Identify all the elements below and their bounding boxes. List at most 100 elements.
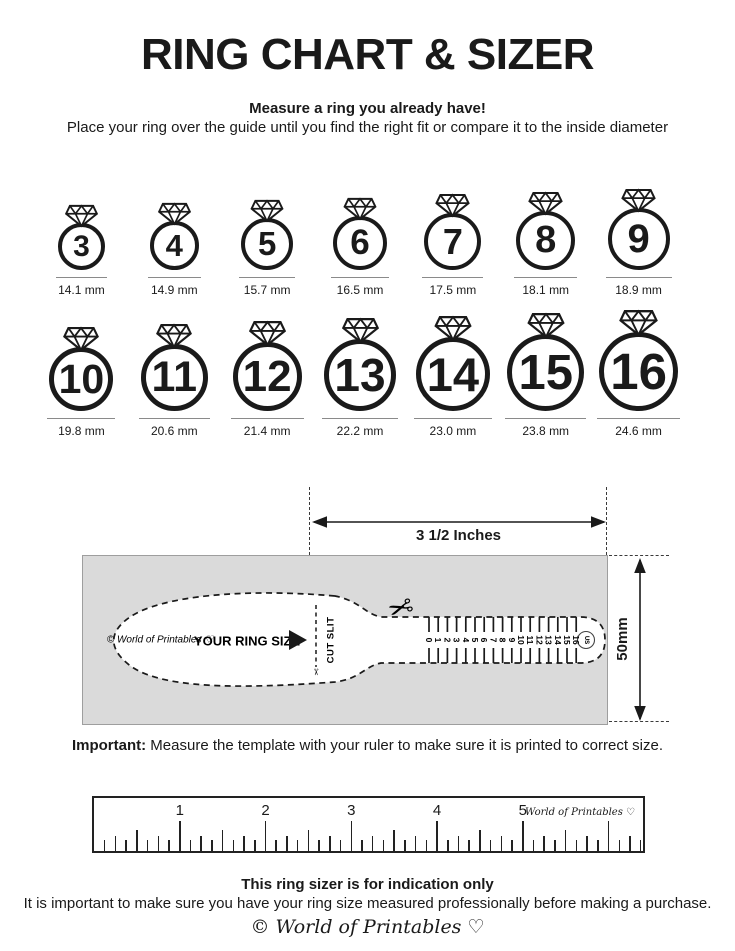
svg-text:3: 3 — [452, 638, 462, 643]
ring-diameter-label: 23.0 mm — [429, 424, 477, 438]
diamond-icon — [527, 312, 565, 339]
diamond-icon — [343, 197, 377, 221]
diamond-ring-icon: 14 — [415, 305, 490, 411]
footer-disclaimer-text: It is important to make sure you have yo… — [23, 895, 712, 912]
ring-size-item: 8 18.1 mm — [499, 182, 592, 297]
ring-size-item: 7 17.5 mm — [406, 182, 499, 297]
sizer-template-box: ✂ CUT SLIT ✂ © World of Printables ♡ YOU… — [82, 555, 608, 725]
ring-size-item: 14 23.0 mm — [406, 305, 499, 438]
width-measure-label: 3 1/2 Inches — [415, 527, 502, 544]
ring-size-item: 11 20.6 mm — [128, 305, 221, 438]
ring-size-item: 15 23.8 mm — [499, 305, 592, 438]
ruler-tick — [275, 840, 277, 851]
width-arrow-icon — [312, 516, 606, 528]
ring-underline — [505, 418, 587, 419]
ruler-tick — [607, 821, 610, 851]
ring-underline — [413, 418, 492, 419]
ruler-tick — [232, 840, 235, 851]
ring-underline — [239, 277, 296, 278]
svg-text:13: 13 — [544, 635, 554, 645]
svg-text:5: 5 — [470, 638, 480, 643]
ruler-tick — [575, 840, 578, 851]
ring-sizer-template: ✂ CUT SLIT ✂ © World of Printables ♡ YOU… — [107, 589, 606, 687]
ring-underline — [422, 277, 484, 278]
important-note: Important: Measure the template with you… — [0, 737, 735, 754]
sizer-outline — [113, 592, 606, 687]
diamond-icon — [435, 193, 471, 218]
ring-size-item: 5 15.7 mm — [221, 182, 314, 297]
ring-chart-row-2: 10 19.8 mm 11 20.6 mm 12 21.4 mm 13 — [35, 305, 685, 438]
ring-diameter-label: 14.9 mm — [150, 283, 198, 297]
ring-size-number: 13 — [324, 339, 396, 411]
ring-underline — [605, 277, 672, 278]
ring-underline — [597, 418, 681, 419]
svg-text:2: 2 — [442, 638, 452, 643]
height-arrow-icon — [634, 558, 646, 721]
ruler-tick — [457, 836, 460, 851]
ruler-tick — [200, 836, 202, 851]
ruler-number: 2 — [261, 802, 270, 819]
diamond-icon — [157, 202, 191, 226]
ring-diameter-label: 16.5 mm — [336, 283, 384, 297]
ring-size-number: 4 — [149, 221, 199, 270]
ring-size-number: 8 — [516, 211, 576, 270]
ruler-tick — [479, 830, 481, 851]
diamond-icon — [341, 317, 379, 344]
ring-size-item: 10 19.8 mm — [35, 305, 128, 438]
diamond-icon — [63, 326, 100, 352]
ruler-number: 4 — [432, 802, 442, 819]
diamond-ring-icon: 13 — [324, 305, 396, 411]
ring-size-item: 16 24.6 mm — [592, 305, 685, 438]
ring-size-item: 4 14.9 mm — [128, 182, 221, 297]
ruler-tick — [564, 830, 567, 851]
ruler-tick — [554, 840, 556, 851]
ruler-tick — [125, 840, 127, 851]
ring-size-scale: 0 1 2 3 4 5 6 — [424, 617, 581, 663]
ruler-tick — [597, 840, 599, 851]
ruler-tick — [296, 840, 299, 851]
ring-size-number: 5 — [241, 218, 294, 270]
diamond-icon — [434, 315, 472, 342]
svg-text:9: 9 — [507, 638, 517, 643]
diamond-ring-icon: 5 — [241, 182, 294, 270]
ring-underline — [138, 418, 210, 419]
diamond-icon — [621, 188, 656, 213]
ruler-tick — [339, 840, 342, 851]
diamond-icon — [250, 199, 284, 223]
ring-size-number: 15 — [507, 334, 585, 411]
page-title: RING CHART & SIZER — [141, 30, 595, 79]
ring-underline — [230, 418, 304, 419]
diamond-icon — [248, 320, 286, 347]
ruler-tick — [468, 840, 470, 851]
ring-diameter-label: 17.5 mm — [429, 283, 477, 297]
svg-text:1: 1 — [433, 638, 443, 643]
ruler-tick — [146, 840, 149, 851]
ruler-tick — [318, 840, 320, 851]
ruler-tick — [511, 840, 513, 851]
ring-underline — [331, 277, 389, 278]
svg-text:11: 11 — [525, 636, 535, 645]
ring-size-number: 3 — [57, 223, 105, 270]
ring-underline — [55, 277, 107, 278]
svg-text:16: 16 — [571, 635, 581, 645]
diamond-icon — [528, 191, 563, 216]
svg-text:12: 12 — [534, 635, 544, 645]
ring-size-item: 13 22.2 mm — [314, 305, 407, 438]
ruler-tick — [211, 840, 213, 851]
svg-text:0: 0 — [424, 638, 434, 643]
ruler-tick — [264, 821, 267, 851]
svg-text:10: 10 — [516, 635, 526, 645]
diamond-ring-icon: 8 — [516, 182, 576, 270]
diamond-ring-icon: 16 — [599, 305, 679, 411]
ruler-tick — [393, 830, 395, 851]
ruler-tick — [179, 821, 181, 851]
svg-text:4: 4 — [461, 638, 471, 643]
ruler-tick — [425, 840, 428, 851]
your-ring-size-label: YOUR RING SIZE — [194, 634, 301, 649]
ring-diameter-label: 24.6 mm — [615, 424, 662, 438]
measure-guide-bottom — [609, 721, 669, 722]
ring-diameter-label: 15.7 mm — [243, 283, 291, 297]
diamond-ring-icon: 11 — [140, 305, 208, 411]
important-label: Important: — [71, 737, 147, 754]
